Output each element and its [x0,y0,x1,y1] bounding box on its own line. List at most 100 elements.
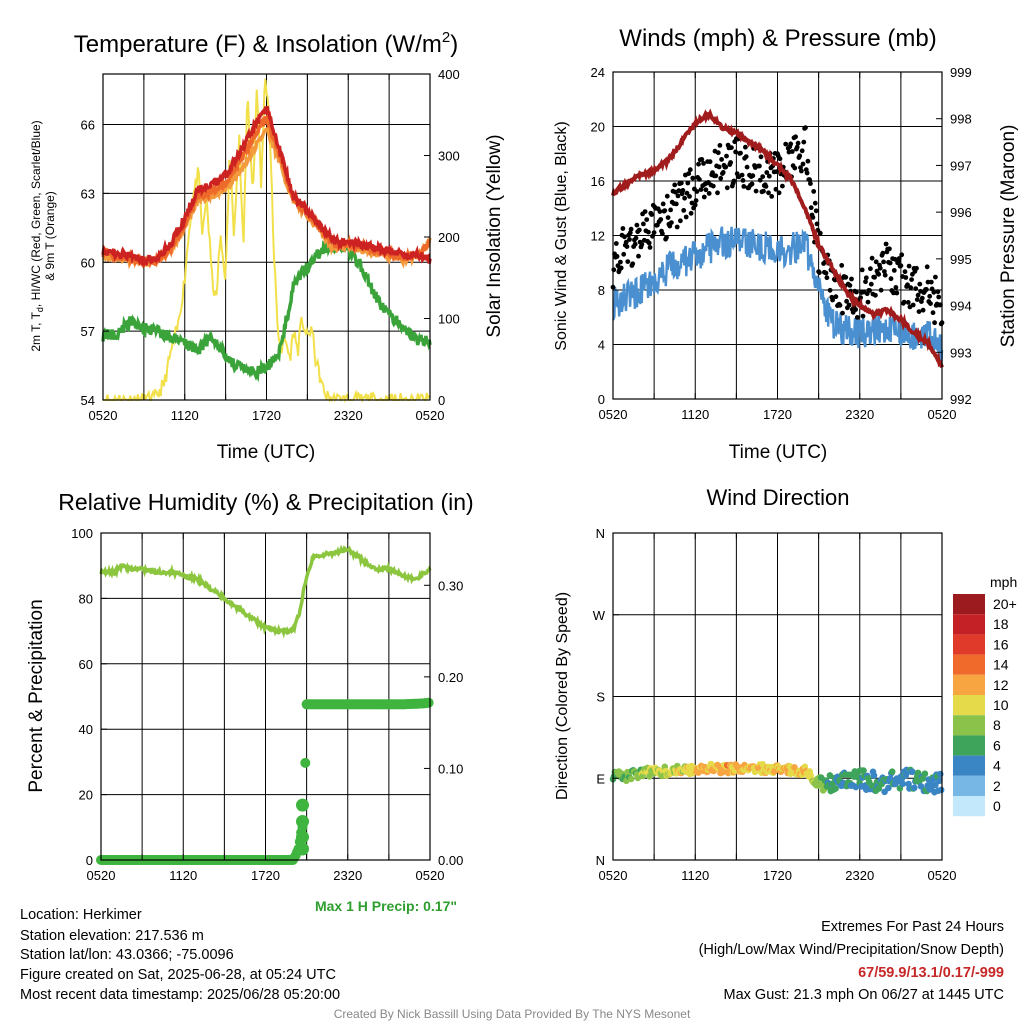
gust-point [723,164,729,170]
legend-label: 14 [993,657,1009,673]
max-gust: Max Gust: 21.3 mph On 06/27 at 1445 UTC [723,987,1004,1003]
extremes-subtitle: (High/Low/Max Wind/Precipitation/Snow De… [698,942,1004,958]
gust-point [887,246,892,252]
winds-ytick-label: 4 [598,338,605,353]
gust-point [909,277,914,282]
direction-point [885,784,892,792]
direction-point [646,773,653,780]
gust-point [863,279,868,285]
gust-point [651,230,657,236]
gust-point [887,260,893,266]
gust-point [914,297,920,302]
legend-swatch [953,614,985,635]
gust-point [803,125,808,131]
winds-y2tick-label: 995 [950,252,972,267]
gust-point [738,150,743,156]
humidity-ytick-label: 0 [86,853,93,868]
gust-point [624,244,630,250]
gust-point [681,208,687,213]
legend-label: 16 [993,636,1009,652]
gust-point [618,259,623,265]
legend-swatch [953,715,985,736]
gust-point [801,139,807,145]
winds-y2tick-label: 992 [950,392,972,407]
humidity-title: Relative Humidity (%) & Precipitation (i… [58,489,473,515]
gust-point [733,149,738,155]
gust-point [639,242,645,247]
gust-point [664,235,669,240]
gust-point [808,181,813,187]
gust-point [924,264,930,270]
gust-point [905,282,910,288]
gust-point [843,274,849,280]
station-latlon: Station lat/lon: 43.0366; -75.0096 [20,947,234,963]
winds-xtick-label: 1120 [681,407,709,422]
gust-point [915,292,921,298]
direction-point [832,785,839,792]
gust-point [805,158,811,164]
gust-point [788,141,794,147]
humidity-ytick-label: 40 [79,722,93,737]
temperature-ytick-label: 63 [81,186,95,201]
legend-label: 8 [993,717,1001,733]
gust-point [668,207,673,213]
gust-point [646,240,652,246]
humidity-panel: 0520 1120 1720 2320 05200204060801000.000.10… [26,489,474,914]
gust-point [766,173,772,179]
gust-point [693,198,699,204]
gust-point [715,190,720,196]
humidity-grid [101,533,430,860]
gust-point [623,239,629,245]
gust-point [928,301,933,306]
direction-point [937,786,945,794]
gust-point [694,189,700,194]
gust-point [927,293,933,299]
gust-point [750,173,756,179]
gust-point [869,255,875,261]
precipitation-point [296,815,309,828]
legend-label: 2 [993,778,1001,794]
gust-point [764,170,770,175]
winds-y2label: Station Pressure (Maroon) [998,125,1019,348]
temperature-grid [103,74,430,400]
gust-point [935,289,941,295]
gust-point [739,172,745,178]
gust-point [613,241,619,246]
legend-swatch [953,755,985,776]
speed-color-legend: mph 20+ 18 16 14 12 10 8 6 4 2 0 [953,574,1017,817]
temperature-y2tick-label: 300 [438,149,460,164]
gust-point [680,188,686,193]
temperature-panel: 0520 1120 1720 2320 052054576063660100200300… [29,29,505,463]
gust-point [620,226,626,231]
gust-point [783,141,789,147]
temperature-y2tick-label: 100 [438,312,460,327]
direction-point [921,770,929,777]
gust-point [622,234,627,240]
wind-direction-ytick-label: N [596,853,605,868]
gust-point [634,222,640,228]
legend-swatch [953,695,985,716]
gust-point [710,183,716,189]
winds-y2tick-label: 997 [950,158,972,173]
gust-point [812,200,818,206]
station-location: Location: Herkimer [20,907,142,923]
gust-point [854,289,859,295]
gust-point [698,187,704,193]
gust-point [673,201,679,207]
gust-point [669,220,674,226]
gust-point [877,265,883,271]
legend-swatch [953,775,985,796]
temperature-title: Temperature (F) & Insolation (W/m2) [74,29,458,58]
gust-point [914,265,919,271]
humidity-xtick-label: 1120 [169,868,197,883]
gust-point [882,272,888,278]
humidity-ylabel: Percent & Precipitation [26,599,47,792]
wind-direction-ytick-label: S [596,690,605,705]
gust-point [728,160,733,165]
gust-point [908,285,914,291]
gust-point [920,307,926,313]
humidity-y2tick-label: 0.00 [438,853,463,868]
gust-point [932,320,937,326]
